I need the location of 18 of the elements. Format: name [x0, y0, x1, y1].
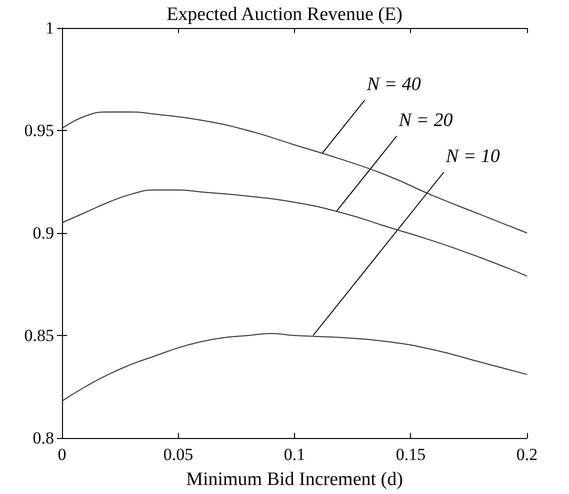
y-tick-label: 1 [46, 18, 54, 38]
x-tick-label: 0.1 [284, 445, 306, 464]
y-tick-label: 0.8 [32, 428, 54, 448]
y-tick-label: 0.95 [24, 121, 54, 140]
chart-title: Expected Auction Revenue (E) [166, 4, 402, 25]
line-series [62, 332, 528, 402]
line-series [62, 189, 528, 277]
y-tick-label: 0.9 [32, 224, 54, 242]
y-tick-label: 0.85 [24, 326, 54, 345]
annotation: N = 10 [444, 146, 500, 167]
annotation: N = 20 [398, 110, 454, 131]
line-series [62, 112, 528, 234]
x-tick-label: 0.15 [396, 445, 426, 464]
x-axis-title: Minimum Bid Increment (d) [186, 469, 403, 490]
x-tick-label: 0.05 [163, 445, 194, 464]
x-tick-label: 0 [58, 445, 66, 464]
x-tick-label: 0.2 [516, 445, 538, 464]
annotation: N = 40 [366, 74, 422, 95]
